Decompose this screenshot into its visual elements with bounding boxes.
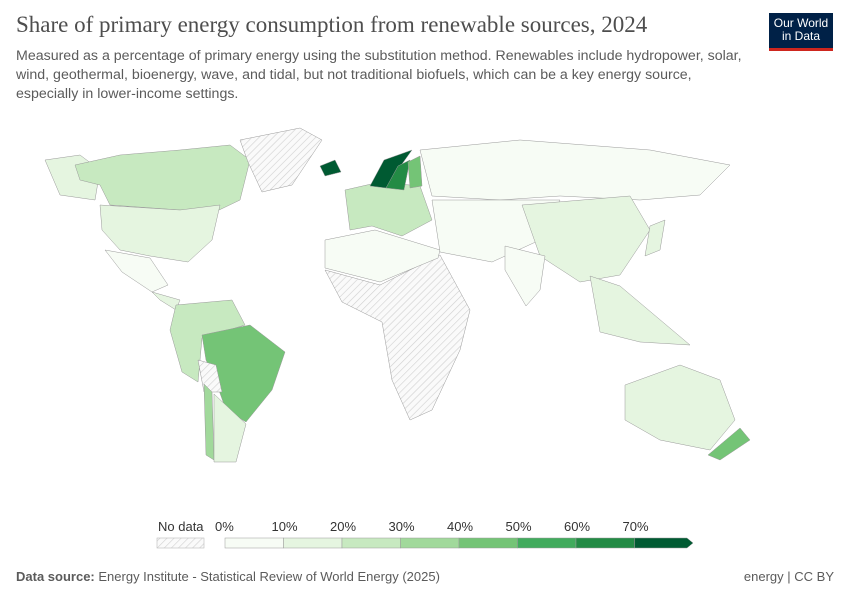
country-argentina[interactable]: [213, 393, 247, 463]
legend-tick: 60%: [564, 519, 591, 534]
legend-tick: 40%: [447, 519, 474, 534]
country-mexico[interactable]: [104, 249, 169, 293]
country-india[interactable]: [504, 245, 546, 307]
legend-no-data-swatch: [156, 537, 205, 549]
legend-bin-2: [341, 537, 401, 549]
legend-tick: 0%: [215, 519, 234, 534]
data-source-text[interactable]: Energy Institute - Statistical Review of…: [98, 569, 440, 584]
owid-logo[interactable]: Our World in Data: [769, 13, 833, 51]
chart-title: Share of primary energy consumption from…: [16, 12, 648, 37]
country-sweden[interactable]: [385, 159, 411, 191]
country-colombia-venezuela-peru[interactable]: [169, 299, 246, 383]
chart-subtitle: Measured as a percentage of primary ener…: [16, 48, 742, 102]
country-canada[interactable]: [74, 144, 251, 213]
legend-tick: 10%: [271, 519, 298, 534]
legend-bar: [156, 537, 694, 549]
country-europe[interactable]: [344, 181, 433, 237]
country-united-states[interactable]: [99, 204, 221, 263]
country-japan[interactable]: [644, 219, 666, 257]
country-finland[interactable]: [407, 155, 423, 189]
country-norway[interactable]: [369, 149, 413, 189]
data-source: Data source: Energy Institute - Statisti…: [16, 569, 440, 584]
data-source-label: Data source:: [16, 569, 95, 584]
country-australia[interactable]: [624, 364, 736, 451]
world-map: [44, 127, 751, 463]
country-sub-saharan-africa[interactable]: [324, 254, 471, 421]
legend-tick: 70%: [622, 519, 649, 534]
country-north-africa[interactable]: [324, 229, 441, 283]
legend-no-data-label: No data: [158, 519, 204, 534]
legend-tick: 20%: [330, 519, 357, 534]
country-russia[interactable]: [419, 139, 731, 201]
country-iceland[interactable]: [319, 159, 342, 177]
legend-bin-0: [224, 537, 284, 549]
legend-bin-7: [634, 537, 694, 549]
footer-license[interactable]: energy | CC BY: [743, 569, 834, 584]
country-greenland[interactable]: [239, 127, 323, 193]
legend-tick: 50%: [505, 519, 532, 534]
country-new-zealand[interactable]: [707, 427, 751, 461]
legend-bin-4: [458, 537, 518, 549]
country-chile[interactable]: [203, 383, 215, 461]
legend-tick: 30%: [388, 519, 415, 534]
legend-bin-3: [400, 537, 460, 549]
legend-bin-5: [517, 537, 577, 549]
country-southeast-asia[interactable]: [589, 275, 691, 346]
legend-bin-1: [283, 537, 343, 549]
legend-bin-6: [575, 537, 635, 549]
